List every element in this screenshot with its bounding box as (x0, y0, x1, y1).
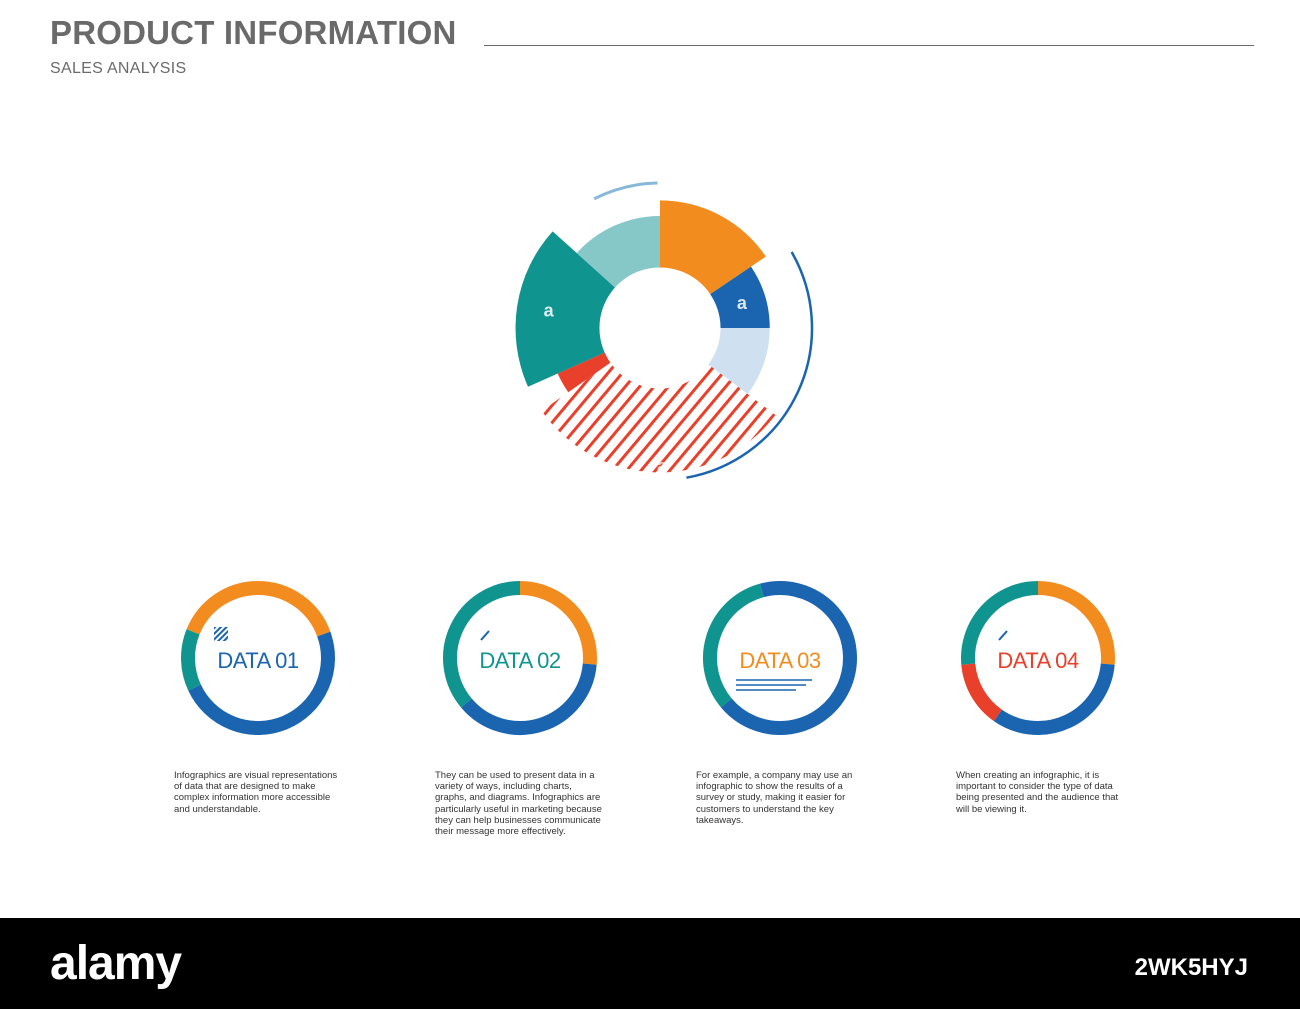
ring-segment-1 (519, 581, 597, 665)
ring-segment-2 (993, 663, 1115, 735)
page-title: PRODUCT INFORMATION (50, 14, 457, 51)
ring-segment-1 (1037, 581, 1115, 665)
pie-slice-4 (541, 328, 776, 473)
hatch-mark-icon (214, 627, 228, 641)
data-card-description: They can be used to present data in a va… (435, 770, 602, 838)
data-card-description: When creating an infographic, it is impo… (956, 770, 1119, 815)
ring-segment-3 (443, 581, 521, 708)
pie-slice-label: a (657, 456, 668, 476)
data-card-label: DATA 01 (217, 648, 299, 673)
data-card-label: DATA 03 (739, 648, 821, 673)
title-divider (484, 45, 1254, 46)
page-subtitle: SALES ANALYSIS (50, 60, 187, 77)
footer-bar: alamy 2WK5HYJ (0, 918, 1300, 1009)
ring-segment-4 (961, 581, 1039, 665)
data-card-1: DATA 01 (178, 578, 338, 738)
ring-segment-3 (181, 629, 202, 691)
ring-segment-3 (760, 581, 781, 598)
slash-mark-icon (998, 630, 1008, 641)
radial-pie-chart: a a a (515, 181, 814, 479)
data-card-label: DATA 04 (997, 648, 1079, 673)
ring-segment-2 (188, 631, 335, 735)
pie-slice-label: a (544, 300, 555, 320)
slash-mark-icon (480, 630, 490, 641)
ring-segment-2 (703, 583, 764, 708)
data-card-4: DATA 04 (958, 578, 1118, 738)
ring-segment-1 (257, 581, 331, 637)
donut-hole (599, 267, 721, 389)
data-card-description: For example, a company may use an infogr… (696, 770, 853, 826)
watermark-logo: alamy (50, 937, 182, 990)
donut-ring (703, 581, 857, 735)
ring-segment-3 (961, 663, 1003, 722)
image-id: 2WK5HYJ (1134, 954, 1248, 981)
ring-segment-1 (721, 581, 857, 735)
data-card-description: Infographics are visual representations … (174, 770, 338, 815)
data-card-2: DATA 02 (440, 578, 600, 738)
outer-arc-decoration (686, 251, 814, 479)
donut-ring (181, 581, 335, 735)
data-card-label: DATA 02 (479, 648, 561, 673)
data-card-3: DATA 03 (700, 578, 860, 738)
donut-ring (961, 581, 1115, 735)
donut-ring (443, 581, 597, 735)
pie-slice-6 (515, 231, 660, 387)
ring-segment-2 (461, 663, 597, 735)
pie-slice-label: a (737, 293, 748, 313)
ring-segment-4 (186, 581, 259, 635)
outer-arc-decoration (593, 181, 658, 201)
